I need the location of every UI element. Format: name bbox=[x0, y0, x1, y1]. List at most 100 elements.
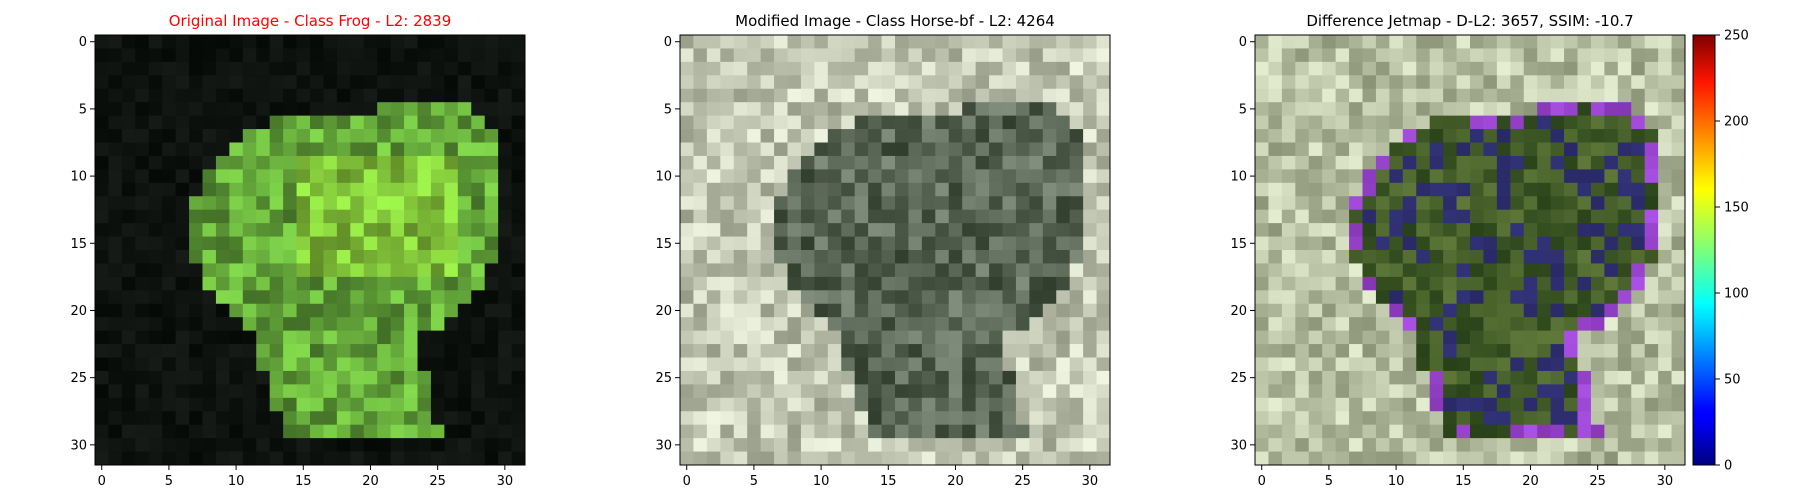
image-pixel bbox=[135, 115, 150, 130]
image-pixel bbox=[908, 411, 923, 426]
image-pixel bbox=[444, 223, 459, 237]
image-pixel bbox=[1483, 115, 1498, 130]
image-pixel bbox=[962, 451, 977, 466]
image-pixel bbox=[720, 303, 735, 318]
image-pixel bbox=[108, 411, 123, 426]
image-pixel bbox=[175, 129, 190, 143]
image-pixel bbox=[1577, 35, 1592, 49]
image-pixel bbox=[1510, 317, 1525, 332]
image-pixel bbox=[921, 344, 936, 358]
image-pixel bbox=[1550, 223, 1565, 237]
x-tick-label: 0 bbox=[683, 474, 691, 489]
image-pixel bbox=[1029, 236, 1044, 251]
image-pixel bbox=[1362, 263, 1377, 278]
image-pixel bbox=[269, 451, 284, 466]
image-pixel bbox=[148, 223, 163, 237]
image-pixel bbox=[948, 169, 963, 184]
image-pixel bbox=[108, 424, 123, 439]
image-pixel bbox=[760, 155, 775, 170]
image-pixel bbox=[471, 102, 486, 117]
image-pixel bbox=[1389, 276, 1404, 291]
image-pixel bbox=[511, 411, 526, 426]
image-pixel bbox=[498, 451, 512, 466]
image-pixel bbox=[1349, 129, 1363, 143]
image-pixel bbox=[283, 451, 297, 466]
image-pixel bbox=[989, 357, 1003, 372]
image-pixel bbox=[1429, 48, 1444, 63]
image-pixel bbox=[269, 330, 284, 345]
image-pixel bbox=[1322, 75, 1337, 90]
image-pixel bbox=[498, 330, 512, 345]
image-pixel bbox=[1523, 357, 1538, 372]
image-pixel bbox=[881, 61, 896, 76]
image-pixel bbox=[1537, 357, 1552, 372]
image-pixel bbox=[787, 424, 802, 439]
image-pixel bbox=[1604, 236, 1619, 251]
x-tick-label: 10 bbox=[228, 474, 245, 489]
image-pixel bbox=[1429, 411, 1444, 426]
image-pixel bbox=[1083, 223, 1097, 237]
image-pixel bbox=[1056, 263, 1071, 278]
image-pixel bbox=[1470, 115, 1484, 130]
image-pixel bbox=[1042, 370, 1057, 385]
image-pixel bbox=[1295, 129, 1310, 143]
image-pixel bbox=[1590, 384, 1605, 399]
image-pixel bbox=[774, 236, 788, 251]
image-pixel bbox=[162, 411, 177, 426]
image-pixel bbox=[1349, 182, 1363, 197]
image-pixel bbox=[444, 451, 459, 466]
image-pixel bbox=[1429, 196, 1444, 211]
image-pixel bbox=[935, 142, 950, 157]
image-pixel bbox=[135, 411, 150, 426]
image-pixel bbox=[1322, 411, 1337, 426]
image-pixel bbox=[1083, 129, 1097, 143]
image-pixel bbox=[1470, 424, 1484, 439]
image-pixel bbox=[1644, 209, 1659, 224]
image-pixel bbox=[787, 317, 802, 332]
image-pixel bbox=[310, 75, 324, 90]
image-pixel bbox=[1015, 263, 1030, 278]
image-pixel bbox=[310, 330, 324, 345]
image-pixel bbox=[189, 411, 203, 426]
image-pixel bbox=[229, 357, 244, 372]
image-pixel bbox=[895, 223, 909, 237]
image-pixel bbox=[1042, 384, 1057, 399]
image-pixel bbox=[760, 384, 775, 399]
image-pixel bbox=[680, 451, 694, 466]
image-pixel bbox=[1604, 209, 1619, 224]
image-pixel bbox=[1069, 155, 1084, 170]
image-pixel bbox=[95, 290, 109, 305]
image-pixel bbox=[256, 169, 271, 184]
image-pixel bbox=[511, 290, 526, 305]
image-pixel bbox=[95, 451, 109, 466]
image-pixel bbox=[921, 250, 936, 264]
image-pixel bbox=[417, 102, 432, 117]
image-pixel bbox=[680, 196, 694, 211]
image-pixel bbox=[390, 344, 405, 358]
image-pixel bbox=[935, 357, 950, 372]
image-pixel bbox=[881, 129, 896, 143]
image-pixel bbox=[680, 424, 694, 439]
image-pixel bbox=[948, 438, 963, 452]
image-pixel bbox=[283, 35, 297, 49]
image-pixel bbox=[189, 438, 203, 452]
image-pixel bbox=[1550, 357, 1565, 372]
image-pixel bbox=[1308, 102, 1323, 117]
image-pixel bbox=[1456, 317, 1471, 332]
image-pixel bbox=[962, 263, 977, 278]
image-pixel bbox=[841, 223, 856, 237]
image-pixel bbox=[1483, 424, 1498, 439]
image-pixel bbox=[1389, 438, 1404, 452]
image-pixel bbox=[868, 48, 882, 63]
image-pixel bbox=[108, 330, 123, 345]
image-pixel bbox=[1604, 317, 1619, 332]
image-pixel bbox=[242, 88, 257, 103]
image-pixel bbox=[350, 411, 365, 426]
image-pixel bbox=[1631, 88, 1646, 103]
image-pixel bbox=[975, 61, 990, 76]
image-pixel bbox=[471, 263, 486, 278]
image-pixel bbox=[430, 317, 445, 332]
image-pixel bbox=[1429, 263, 1444, 278]
image-pixel bbox=[1523, 250, 1538, 264]
image-pixel bbox=[1617, 48, 1632, 63]
